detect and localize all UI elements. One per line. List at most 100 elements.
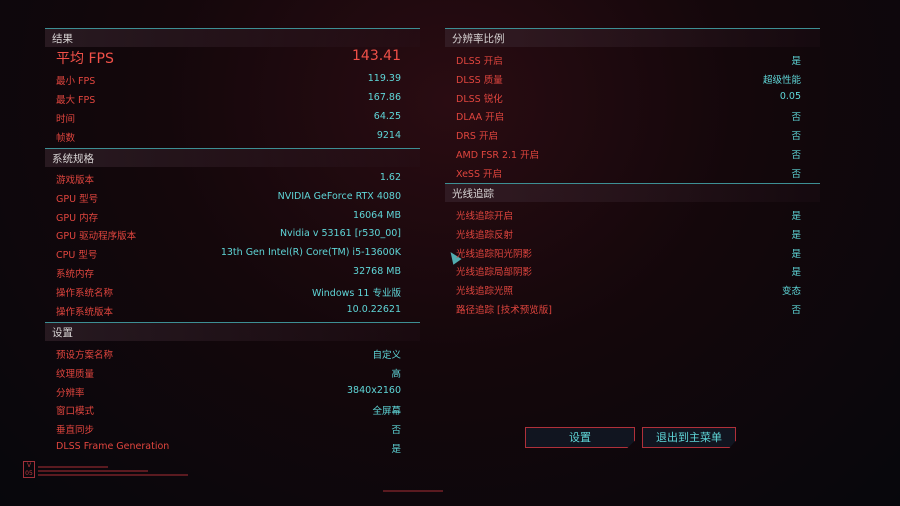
stat-row: 垂直同步 否	[56, 419, 401, 437]
stat-value: 119.39	[367, 73, 401, 84]
stat-row: 游戏版本 1.62	[56, 169, 401, 187]
exit-to-main-menu-button[interactable]: 退出到主菜单	[642, 427, 736, 448]
stat-value: 3840x2160	[347, 384, 401, 396]
stat-row: DLSS 质量 超级性能	[456, 69, 801, 87]
stat-row: XeSS 开启 否	[456, 163, 801, 181]
stat-value: 是	[791, 56, 801, 67]
stat-value: 否	[791, 150, 801, 161]
stat-label: 光线追踪光照	[456, 286, 514, 298]
stat-label: 预设方案名称	[56, 350, 114, 361]
version-badge: V 05	[23, 461, 35, 478]
fine-print	[38, 474, 188, 476]
stat-label: GPU 驱动程序版本	[56, 231, 137, 243]
stat-label: 光线追踪阳光阴影	[456, 248, 533, 260]
stat-value: 是	[791, 267, 801, 279]
stat-row: 光线追踪阳光阴影 是	[456, 243, 801, 261]
stat-value: 否	[791, 131, 801, 143]
stat-label: 时间	[56, 113, 76, 125]
stat-value: 167.86	[367, 91, 401, 103]
stat-label: 窗口模式	[56, 406, 95, 418]
stat-value: 0.05	[779, 90, 801, 102]
stat-row: 时间 64.25	[56, 108, 401, 126]
stat-row: 光线追踪局部阴影 是	[456, 261, 801, 279]
stat-row: 纹理质量 高	[56, 363, 401, 381]
stat-value: 超级性能	[762, 74, 801, 86]
stat-row: 系统内存 32768 MB	[56, 263, 401, 281]
stat-value: 10.0.22621	[346, 303, 401, 315]
stat-row: DLSS 锐化 0.05	[456, 88, 801, 106]
section-header-raytracing: 光线追踪	[445, 183, 820, 202]
stat-label: GPU 型号	[56, 193, 99, 205]
stat-label: GPU 内存	[56, 212, 99, 224]
stat-value: 是	[791, 229, 801, 241]
stat-label: DRS 开启	[456, 131, 498, 143]
stat-value: NVIDIA GeForce RTX 4080	[277, 190, 401, 202]
stat-row: GPU 内存 16064 MB	[56, 207, 401, 225]
section-header-results: 结果	[45, 28, 420, 47]
stat-label: XeSS 开启	[456, 168, 503, 180]
stat-row: GPU 驱动程序版本 Nvidia v 53161 [r530_00]	[56, 225, 401, 243]
stat-value: 变态	[781, 286, 801, 298]
stat-label: DLSS 质量	[456, 74, 503, 86]
stat-value: 是	[791, 211, 801, 222]
settings-button[interactable]: 设置	[525, 427, 635, 448]
section-title: 分辨率比例	[452, 33, 505, 45]
stat-value: 1.62	[379, 172, 401, 183]
stat-row: AMD FSR 2.1 开启 否	[456, 144, 801, 162]
stat-row: 光线追踪光照 变态	[456, 280, 801, 298]
stat-value: 143.41	[352, 48, 401, 64]
stat-value: Windows 11 专业版	[311, 287, 401, 299]
stat-label: AMD FSR 2.1 开启	[456, 150, 540, 161]
section-header-scaling: 分辨率比例	[445, 28, 820, 47]
stat-label: 最大 FPS	[56, 94, 96, 106]
stat-row: DLAA 开启 否	[456, 106, 801, 124]
section-title: 结果	[52, 33, 73, 45]
stat-label: CPU 型号	[56, 250, 98, 262]
stat-label: DLSS 开启	[456, 56, 503, 67]
stat-row: 光线追踪反射 是	[456, 224, 801, 242]
stat-value: 是	[791, 248, 801, 260]
stat-value: Nvidia v 53161 [r530_00]	[279, 228, 401, 240]
section-title: 光线追踪	[452, 188, 494, 200]
stat-label: 光线追踪开启	[456, 211, 514, 222]
stat-value: 32768 MB	[353, 266, 401, 277]
stat-label: 光线追踪局部阴影	[456, 267, 533, 279]
stat-value: 高	[391, 368, 401, 380]
stat-row: CPU 型号 13th Gen Intel(R) Core(TM) i5-1360…	[56, 244, 401, 262]
stat-value: 否	[391, 425, 401, 437]
stat-label: 游戏版本	[56, 175, 95, 186]
stat-label: 操作系统名称	[56, 287, 114, 299]
stat-label: 操作系统版本	[56, 306, 114, 318]
stat-label: DLAA 开启	[456, 112, 505, 124]
stat-value: 否	[791, 305, 801, 316]
stat-label: 平均 FPS	[56, 51, 114, 67]
fine-print	[38, 466, 108, 468]
stat-label: 垂直同步	[56, 425, 95, 437]
section-header-specs: 系统规格	[45, 148, 420, 167]
stat-row: 平均 FPS 143.41	[56, 48, 401, 67]
stat-label: 纹理质量	[56, 368, 95, 380]
stat-label: 路径追踪 [技术预览版]	[456, 305, 552, 316]
stat-label: DLSS 锐化	[456, 93, 503, 105]
stat-row: 操作系统版本 10.0.22621	[56, 301, 401, 319]
stat-row: DLSS 开启 是	[456, 50, 801, 68]
fine-print	[383, 490, 443, 492]
stat-label: 最小 FPS	[56, 76, 96, 87]
stat-row: DLSS Frame Generation 是	[56, 438, 401, 456]
stat-row: GPU 型号 NVIDIA GeForce RTX 4080	[56, 188, 401, 206]
stat-value: 否	[791, 168, 801, 180]
stat-row: 最大 FPS 167.86	[56, 89, 401, 107]
stat-row: 预设方案名称 自定义	[56, 344, 401, 362]
stat-label: 系统内存	[56, 269, 95, 280]
stat-value: 全屏幕	[372, 406, 401, 418]
stat-label: 帧数	[56, 132, 76, 144]
stat-value: 16064 MB	[353, 209, 401, 221]
stat-label: 光线追踪反射	[456, 229, 514, 241]
section-title: 系统规格	[52, 153, 94, 165]
stat-row: 分辨率 3840x2160	[56, 382, 401, 400]
section-title: 设置	[52, 327, 73, 339]
stat-value: 自定义	[372, 350, 401, 361]
stat-row: 操作系统名称 Windows 11 专业版	[56, 282, 401, 300]
stat-row: 最小 FPS 119.39	[56, 70, 401, 88]
stat-value: 13th Gen Intel(R) Core(TM) i5-13600K	[220, 247, 401, 259]
